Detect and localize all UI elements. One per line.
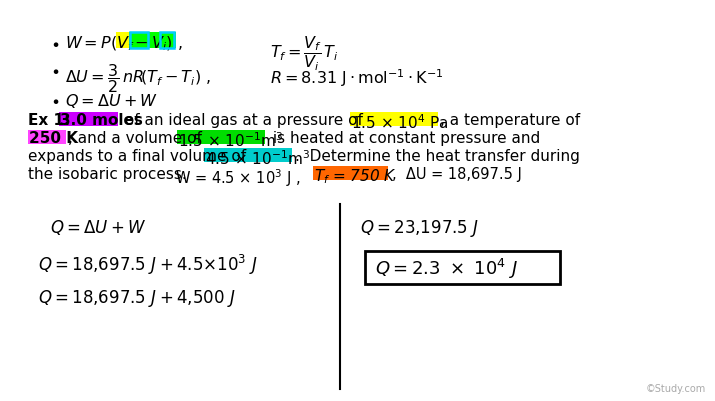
Text: expands to a final volume of: expands to a final volume of [28,149,251,164]
Bar [116,33,129,49]
Text: the isobaric process.: the isobaric process. [28,166,187,182]
Text: $Q = 18{,}697.5\ J + 4.5{\times}10^3\ J$: $Q = 18{,}697.5\ J + 4.5{\times}10^3\ J$ [38,252,257,276]
Text: $Q = 18{,}697.5\ J + 4{,}500\ J$: $Q = 18{,}697.5\ J + 4{,}500\ J$ [38,287,236,308]
Bar [204,149,292,162]
Text: is heated at constant pressure and: is heated at constant pressure and [268,131,541,146]
Text: $W = P(V_f - V_i)\ ,$: $W = P(V_f - V_i)\ ,$ [65,35,183,53]
Bar [28,131,66,145]
Text: , and a volume of: , and a volume of [68,131,207,146]
Text: $Q = \Delta U + W$: $Q = \Delta U + W$ [50,217,147,237]
Bar [129,33,176,49]
Text: .  Determine the heat transfer during: . Determine the heat transfer during [295,149,580,164]
Bar [365,251,560,284]
Text: ,  ΔU = 18,697.5 J: , ΔU = 18,697.5 J [392,166,522,182]
Text: ©Study.com: ©Study.com [646,383,706,393]
Text: $\bullet$: $\bullet$ [50,62,59,79]
Text: Ex 1:: Ex 1: [28,113,76,128]
Text: 1.5 × 10$^4$ Pa: 1.5 × 10$^4$ Pa [351,113,448,132]
Text: W = 4.5 × 10$^3$ J ,: W = 4.5 × 10$^3$ J , [175,166,300,188]
Text: $T_f = \dfrac{V_f}{V_i}\,T_i$: $T_f = \dfrac{V_f}{V_i}\,T_i$ [270,35,338,73]
Text: 4.5 × 10$^{-1}$m$^3$: 4.5 × 10$^{-1}$m$^3$ [205,149,310,167]
Bar [59,113,118,127]
Bar [350,113,438,127]
Text: $\Delta U = \dfrac{3}{2}\,nR\!\left(T_f - T_i\right)\ ,$: $\Delta U = \dfrac{3}{2}\,nR\!\left(T_f … [65,62,211,95]
Bar [160,33,174,49]
Text: 3.0 moles: 3.0 moles [60,113,143,128]
Text: 1.5 × 10$^{-1}$m$^3$: 1.5 × 10$^{-1}$m$^3$ [178,131,283,149]
Text: $T_f$ = 750 K: $T_f$ = 750 K [314,166,397,185]
Text: $Q = \Delta U + W$: $Q = \Delta U + W$ [65,92,158,110]
Text: $Q = 23{,}197.5\ J$: $Q = 23{,}197.5\ J$ [360,217,479,239]
Text: $Q = 2.3\ \times\ 10^4\ J$: $Q = 2.3\ \times\ 10^4\ J$ [375,256,518,280]
Text: $R = 8.31\ \mathrm{J \cdot mol^{-1} \cdot K^{-1}}$: $R = 8.31\ \mathrm{J \cdot mol^{-1} \cdo… [270,67,444,89]
Bar [313,166,388,180]
Text: $\bullet$: $\bullet$ [50,35,59,52]
Text: of an ideal gas at a pressure of: of an ideal gas at a pressure of [120,113,368,128]
Text: 250 K: 250 K [29,131,78,146]
Bar [130,33,148,49]
Text: $\bullet$: $\bullet$ [50,92,59,109]
Bar [177,131,265,145]
Text: , a temperature of: , a temperature of [440,113,580,128]
